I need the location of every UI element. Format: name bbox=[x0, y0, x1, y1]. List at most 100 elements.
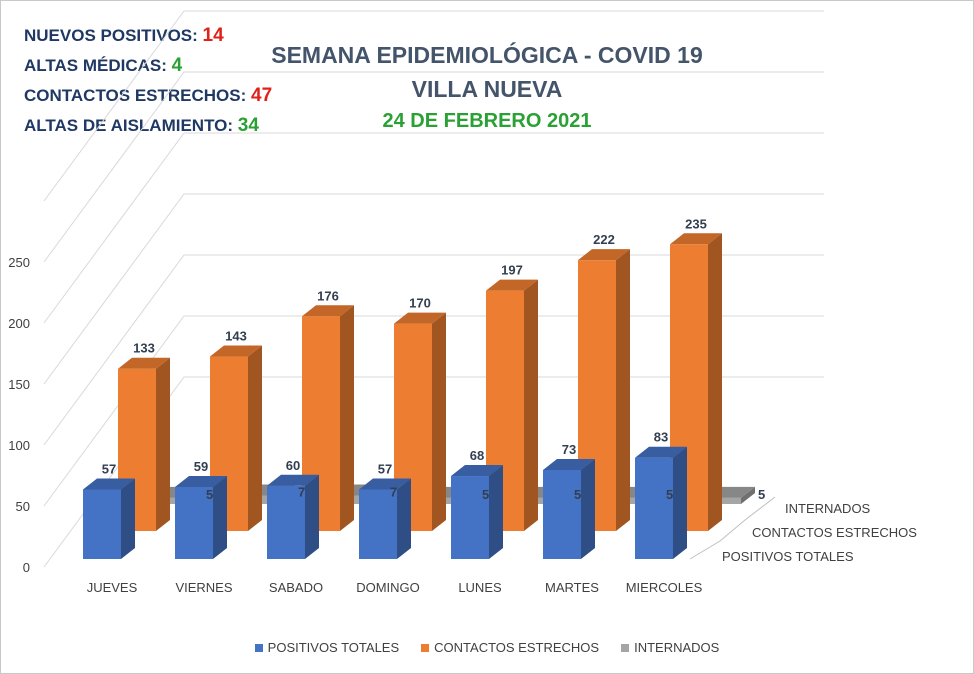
chart-subtitle: VILLA NUEVA bbox=[411, 76, 563, 102]
bar-top bbox=[394, 312, 446, 324]
legend-item: POSITIVOS TOTALES bbox=[254, 640, 400, 655]
data-label: 235 bbox=[685, 216, 707, 231]
bar-side bbox=[121, 478, 135, 559]
bar bbox=[635, 446, 687, 559]
legend-item: INTERNADOS bbox=[621, 640, 719, 655]
chart-title: SEMANA EPIDEMIOLÓGICA - COVID 19 bbox=[271, 42, 703, 68]
data-label: 222 bbox=[593, 232, 615, 247]
bar-top bbox=[635, 446, 687, 458]
depth-axis bbox=[689, 496, 776, 560]
data-label: 5 bbox=[482, 487, 489, 502]
bar-top bbox=[175, 476, 227, 488]
bar-side bbox=[213, 476, 227, 559]
stat-value: 34 bbox=[237, 115, 259, 136]
bar-side bbox=[305, 474, 319, 559]
bar-side bbox=[156, 357, 170, 531]
bar-front bbox=[543, 469, 581, 559]
category-label: JUEVES bbox=[87, 580, 138, 595]
bar-top bbox=[210, 345, 262, 357]
data-label: 5 bbox=[574, 487, 581, 502]
bar bbox=[543, 458, 595, 559]
category-label: VIERNES bbox=[175, 580, 232, 595]
bar-front bbox=[175, 487, 213, 559]
category-label: LUNES bbox=[458, 580, 502, 595]
series-axis-label: CONTACTOS ESTRECHOS bbox=[752, 525, 917, 540]
bar-top bbox=[118, 357, 170, 369]
bar-side bbox=[616, 249, 630, 531]
bar-side bbox=[340, 305, 354, 531]
data-label: 143 bbox=[225, 329, 247, 344]
y-tick-label: 50 bbox=[16, 499, 30, 514]
bar-front bbox=[451, 476, 489, 559]
y-tick-label: 200 bbox=[8, 316, 30, 331]
legend-swatch bbox=[421, 643, 430, 652]
gridline bbox=[43, 10, 824, 202]
bar-front bbox=[83, 489, 121, 559]
bar-front bbox=[359, 489, 397, 559]
stat-value: 14 bbox=[202, 25, 224, 46]
chart-date: 24 DE FEBRERO 2021 bbox=[382, 110, 592, 132]
y-tick-label: 0 bbox=[23, 560, 30, 575]
y-axis: 0 50 100 150 200 250 bbox=[8, 255, 30, 575]
bar-side bbox=[581, 458, 595, 559]
data-label: 133 bbox=[133, 341, 155, 356]
data-label: 176 bbox=[317, 288, 339, 303]
category-label: DOMINGO bbox=[356, 580, 420, 595]
legend-swatch bbox=[621, 643, 630, 652]
stat-nuevos-positivos: NUEVOS POSITIVOS: 14 bbox=[24, 25, 224, 46]
stat-altas-medicas: ALTAS MÉDICAS: 4 bbox=[24, 55, 183, 76]
bars bbox=[83, 233, 755, 559]
legend-label: POSITIVOS TOTALES bbox=[267, 640, 400, 655]
bar-side bbox=[708, 233, 722, 532]
x-axis: JUEVES VIERNES SABADO DOMINGO LUNES MARTES MIE… bbox=[87, 580, 703, 595]
bar-side bbox=[524, 279, 538, 531]
bar-top bbox=[670, 233, 722, 245]
bar-top bbox=[267, 474, 319, 486]
data-label: 197 bbox=[501, 263, 523, 278]
data-label: 73 bbox=[562, 442, 576, 457]
stat-contactos-estrechos: CONTACTOS ESTRECHOS: 47 bbox=[24, 85, 273, 106]
legend-label: CONTACTOS ESTRECHOS bbox=[434, 640, 600, 655]
data-label: 57 bbox=[102, 461, 116, 476]
series-axis-label: POSITIVOS TOTALES bbox=[722, 549, 854, 564]
bar-top bbox=[543, 458, 595, 470]
bar bbox=[267, 474, 319, 559]
bar bbox=[451, 465, 503, 559]
bar bbox=[578, 249, 630, 531]
stat-value: 47 bbox=[251, 85, 273, 106]
bar-side bbox=[432, 312, 446, 531]
series-depth-labels: POSITIVOS TOTALES CONTACTOS ESTRECHOS INTE… bbox=[689, 496, 917, 564]
bar-side bbox=[397, 478, 411, 559]
data-label: 7 bbox=[298, 484, 305, 499]
data-label: 5 bbox=[206, 487, 213, 502]
data-label: 59 bbox=[194, 459, 208, 474]
bar-top bbox=[486, 279, 538, 291]
category-label: SABADO bbox=[269, 580, 323, 595]
gridline bbox=[43, 193, 824, 385]
bar bbox=[83, 478, 135, 559]
bar-top bbox=[302, 305, 354, 317]
data-label: 57 bbox=[378, 461, 392, 476]
data-label: 83 bbox=[654, 430, 668, 445]
data-label: 68 bbox=[470, 448, 484, 463]
bar-side bbox=[489, 465, 503, 559]
y-tick-label: 150 bbox=[8, 377, 30, 392]
data-label: 7 bbox=[390, 484, 397, 499]
bar-front bbox=[635, 457, 673, 559]
bar bbox=[175, 476, 227, 559]
gridline bbox=[43, 132, 824, 324]
bar-side bbox=[673, 446, 687, 559]
bar-front bbox=[267, 485, 305, 559]
legend: POSITIVOS TOTALES CONTACTOS ESTRECHOS INTE… bbox=[0, 640, 974, 655]
category-label: MARTES bbox=[545, 580, 599, 595]
data-label: 5 bbox=[758, 487, 765, 502]
bar-top bbox=[451, 465, 503, 477]
legend-item: CONTACTOS ESTRECHOS bbox=[421, 640, 599, 655]
data-label: 5 bbox=[666, 487, 673, 502]
bar-side bbox=[248, 345, 262, 531]
stat-value: 4 bbox=[171, 55, 183, 76]
legend-swatch bbox=[254, 643, 263, 652]
bar-top bbox=[578, 249, 630, 261]
